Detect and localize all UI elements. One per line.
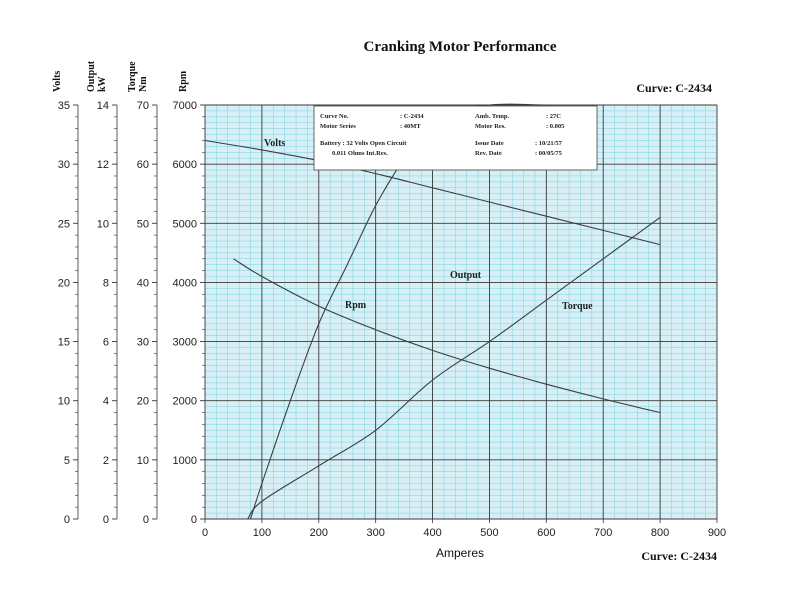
x-tick-label: 100 xyxy=(253,527,271,539)
x-tick-label: 0 xyxy=(202,527,208,539)
info-motor-series-value: : 40MT xyxy=(400,123,421,130)
y-tick-label-output: 12 xyxy=(97,159,109,171)
series-line-torque xyxy=(247,216,661,520)
x-tick-label: 700 xyxy=(594,527,612,539)
y-tick-label-torque: 50 xyxy=(137,218,149,230)
y-tick-label-volts: 35 xyxy=(58,100,70,112)
info-rev-date-label: Rev. Date xyxy=(475,150,502,157)
info-curve-no-value: : C-2434 xyxy=(400,113,424,120)
info-amb-temp-label: Amb. Temp. xyxy=(475,113,510,120)
info-motor-res-label: Motor Res. xyxy=(475,123,506,130)
x-tick-label: 600 xyxy=(537,527,555,539)
x-tick-label: 800 xyxy=(651,527,669,539)
y-axis-label-torque-line2: Nm xyxy=(138,76,149,92)
curve-label-top: Curve: C-2434 xyxy=(636,81,712,95)
info-issue-date-value: : 10/21/57 xyxy=(535,140,563,147)
y-tick-label-torque: 30 xyxy=(137,337,149,349)
y-tick-label-output: 10 xyxy=(97,218,109,230)
y-tick-label-volts: 15 xyxy=(58,337,70,349)
info-battery-line1: Battery : 32 Volts Open Circuit xyxy=(320,140,407,147)
y-axis-label-output-line1: Output xyxy=(86,60,97,92)
y-tick-label-torque: 70 xyxy=(137,100,149,112)
y-tick-label-volts: 30 xyxy=(58,159,70,171)
y-tick-label-volts: 5 xyxy=(64,455,70,467)
info-motor-series-label: Motor Series xyxy=(320,123,356,130)
info-battery-line2: 0.011 Ohms Int.Res. xyxy=(332,150,388,157)
chart-title: Cranking Motor Performance xyxy=(363,39,556,55)
y-tick-label-output: 4 xyxy=(103,396,109,408)
x-tick-label: 400 xyxy=(423,527,441,539)
y-tick-label-rpm: 3000 xyxy=(173,337,197,349)
x-tick-label: 200 xyxy=(310,527,328,539)
y-tick-label-output: 14 xyxy=(97,100,109,112)
y-tick-label-rpm: 0 xyxy=(191,514,197,526)
y-tick-label-output: 0 xyxy=(103,514,109,526)
series-label-rpm: Rpm xyxy=(345,300,367,311)
info-rev-date-value: : 00/05/75 xyxy=(535,150,563,157)
y-tick-label-rpm: 1000 xyxy=(173,455,197,467)
y-tick-label-rpm: 5000 xyxy=(173,218,197,230)
y-tick-label-torque: 20 xyxy=(137,396,149,408)
info-box: Curve No. : C-2434 Motor Series : 40MT A… xyxy=(313,105,598,171)
y-tick-label-output: 2 xyxy=(103,455,109,467)
y-tick-label-output: 6 xyxy=(103,337,109,349)
y-tick-label-rpm: 4000 xyxy=(173,277,197,289)
y-tick-label-torque: 10 xyxy=(137,455,149,467)
series-label-volts: Volts xyxy=(264,138,285,149)
y-axis-label-volts: Volts xyxy=(52,71,63,92)
y-tick-label-volts: 0 xyxy=(64,514,70,526)
x-tick-label: 900 xyxy=(708,527,726,539)
x-tick-label: 500 xyxy=(480,527,498,539)
y-tick-label-output: 8 xyxy=(103,277,109,289)
series-label-output: Output xyxy=(450,270,482,281)
y-axis-label-output-line2: kW xyxy=(97,76,108,92)
y-tick-label-volts: 25 xyxy=(58,218,70,230)
y-tick-label-torque: 60 xyxy=(137,159,149,171)
info-box-frame xyxy=(313,105,598,171)
info-amb-temp-value: : 27C xyxy=(546,113,561,120)
series-label-torque: Torque xyxy=(562,301,593,312)
y-tick-label-rpm: 2000 xyxy=(173,396,197,408)
info-curve-no-label: Curve No. xyxy=(320,113,349,120)
y-axis-label-rpm: Rpm xyxy=(178,70,189,92)
x-axis-label: Amperes xyxy=(436,546,484,560)
x-axis: 0 100 200 300 400 500 600 700 800 900 xyxy=(202,519,726,539)
y-tick-label-volts: 10 xyxy=(58,396,70,408)
curve-label-bottom: Curve: C-2434 xyxy=(641,549,717,563)
y-tick-label-torque: 40 xyxy=(137,277,149,289)
series-line-rpm xyxy=(233,258,661,414)
series-layer xyxy=(204,103,661,520)
y-tick-label-torque: 0 xyxy=(143,514,149,526)
series-labels: Volts Rpm Output Torque xyxy=(264,138,593,312)
info-issue-date-label: Issue Date xyxy=(475,140,504,147)
info-motor-res-value: : 0.005 xyxy=(546,123,565,130)
y-tick-label-rpm: 6000 xyxy=(173,159,197,171)
series-line-output xyxy=(249,103,661,520)
y-tick-label-volts: 20 xyxy=(58,277,70,289)
x-tick-label: 300 xyxy=(366,527,384,539)
y-axes: 0 5 10 15 20 25 30 35 0 2 4 6 8 10 12 14 0 10 20 30 40 50 60 70… xyxy=(58,100,205,526)
y-tick-label-rpm: 7000 xyxy=(173,100,197,112)
series-line-volts xyxy=(204,139,661,246)
y-axis-label-torque-line1: Torque xyxy=(127,61,138,92)
